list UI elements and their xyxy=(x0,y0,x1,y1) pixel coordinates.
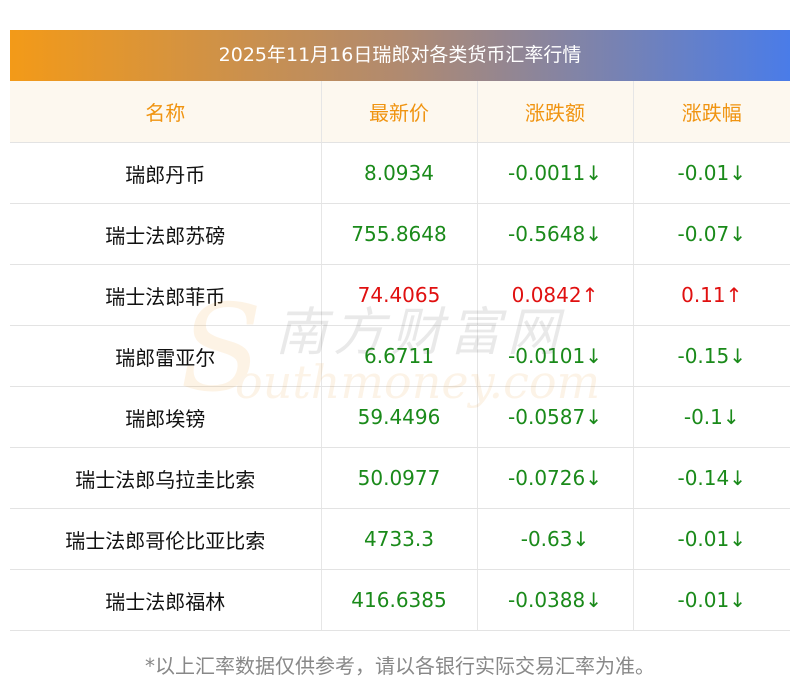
cell-pct: 0.11↑ xyxy=(632,264,790,326)
table-title: 2025年11月16日瑞郎对各类货币汇率行情 xyxy=(10,30,790,81)
cell-price: 59.4496 xyxy=(320,386,477,448)
table-row: 瑞郎雷亚尔 6.6711 -0.0101↓ -0.15↓ xyxy=(10,325,790,387)
cell-pct: -0.15↓ xyxy=(632,325,790,387)
table-row: 瑞士法郎苏磅 755.8648 -0.5648↓ -0.07↓ xyxy=(10,203,790,265)
table-row: 瑞士法郎乌拉圭比索 50.0977 -0.0726↓ -0.14↓ xyxy=(10,447,790,509)
cell-pct: -0.1↓ xyxy=(632,386,790,448)
cell-change: -0.5648↓ xyxy=(476,203,633,265)
cell-name: 瑞士法郎菲币 xyxy=(10,264,321,326)
cell-price: 416.6385 xyxy=(320,569,477,631)
cell-pct: -0.01↓ xyxy=(632,569,790,631)
cell-name: 瑞郎雷亚尔 xyxy=(10,325,321,387)
cell-name: 瑞郎丹币 xyxy=(10,142,321,204)
cell-change: -0.0726↓ xyxy=(476,447,633,509)
cell-change: -0.0388↓ xyxy=(476,569,633,631)
cell-price: 50.0977 xyxy=(320,447,477,509)
cell-price: 4733.3 xyxy=(320,508,477,570)
cell-name: 瑞郎埃镑 xyxy=(10,386,321,448)
table-row: 瑞郎埃镑 59.4496 -0.0587↓ -0.1↓ xyxy=(10,386,790,448)
cell-change: -0.0101↓ xyxy=(476,325,633,387)
rate-table-container: 2025年11月16日瑞郎对各类货币汇率行情 名称 最新价 涨跌额 涨跌幅 瑞郎… xyxy=(10,30,790,631)
header-change: 涨跌额 xyxy=(476,81,633,143)
cell-price: 8.0934 xyxy=(320,142,477,204)
cell-pct: -0.01↓ xyxy=(632,508,790,570)
cell-change: -0.63↓ xyxy=(476,508,633,570)
header-name: 名称 xyxy=(10,81,321,143)
cell-pct: -0.14↓ xyxy=(632,447,790,509)
cell-pct: -0.01↓ xyxy=(632,142,790,204)
header-price: 最新价 xyxy=(320,81,477,143)
table-header-row: 名称 最新价 涨跌额 涨跌幅 xyxy=(10,81,790,143)
cell-price: 6.6711 xyxy=(320,325,477,387)
cell-name: 瑞士法郎乌拉圭比索 xyxy=(10,447,321,509)
cell-price: 755.8648 xyxy=(320,203,477,265)
table-row: 瑞郎丹币 8.0934 -0.0011↓ -0.01↓ xyxy=(10,142,790,204)
cell-price: 74.4065 xyxy=(320,264,477,326)
cell-change: -0.0011↓ xyxy=(476,142,633,204)
table-row: 瑞士法郎福林 416.6385 -0.0388↓ -0.01↓ xyxy=(10,569,790,631)
cell-name: 瑞士法郎苏磅 xyxy=(10,203,321,265)
cell-change: 0.0842↑ xyxy=(476,264,633,326)
table-row: 瑞士法郎菲币 74.4065 0.0842↑ 0.11↑ xyxy=(10,264,790,326)
footnote: *以上汇率数据仅供参考，请以各银行实际交易汇率为准。 xyxy=(145,654,655,678)
cell-name: 瑞士法郎哥伦比亚比索 xyxy=(10,508,321,570)
header-pct: 涨跌幅 xyxy=(632,81,790,143)
table-row: 瑞士法郎哥伦比亚比索 4733.3 -0.63↓ -0.01↓ xyxy=(10,508,790,570)
cell-pct: -0.07↓ xyxy=(632,203,790,265)
cell-change: -0.0587↓ xyxy=(476,386,633,448)
cell-name: 瑞士法郎福林 xyxy=(10,569,321,631)
rate-table: 名称 最新价 涨跌额 涨跌幅 瑞郎丹币 8.0934 -0.0011↓ -0.01↓ 瑞… xyxy=(10,81,790,631)
